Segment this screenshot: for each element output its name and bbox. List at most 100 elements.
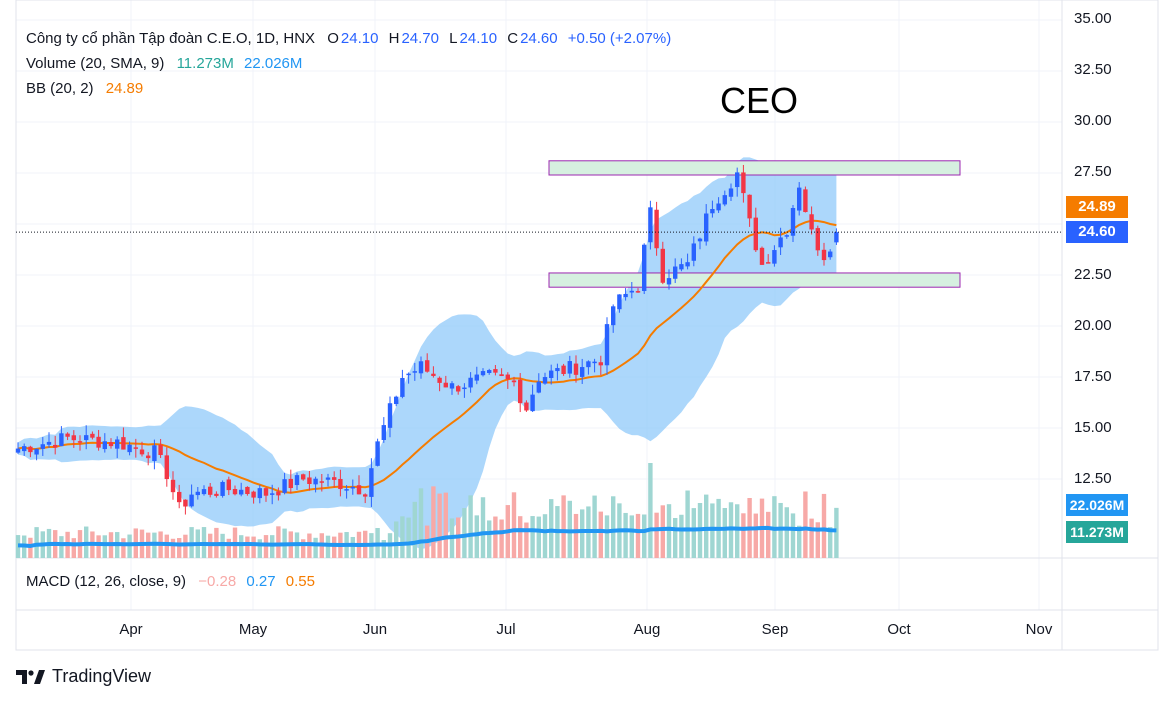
candle-body [735,172,740,188]
low-label: L [449,30,458,47]
candle-body [549,370,554,378]
volume-bar [642,514,647,558]
candle-body [592,361,597,364]
price-badge: 24.60 [1066,221,1128,243]
candle-body [127,444,132,453]
candle-body [443,382,448,388]
candle-body [356,485,362,495]
candle-body [115,439,120,449]
volume-bar [524,522,529,558]
candle-body [648,207,653,243]
candle-body [344,489,349,491]
candle-body [177,491,182,503]
candle-body [65,433,70,437]
candle-body [325,477,331,480]
volume-bar [276,526,281,558]
volume-bar [704,494,709,558]
volume-bar [604,515,610,558]
high-value: 24.70 [401,30,439,47]
candle-body [536,381,541,393]
candle-body [728,188,734,197]
candle-body [480,371,486,376]
candle-body [121,437,126,450]
candle-body [220,481,225,496]
candle-body [710,209,715,214]
candle-body [815,228,820,251]
candle-body [294,475,300,486]
tradingview-logo[interactable]: TradingView [16,666,151,687]
candle-body [679,264,684,270]
candle-body [28,446,33,453]
candle-body [474,374,479,381]
volume-bar [394,521,399,558]
candle-body [425,360,430,372]
candle-body [747,194,752,219]
candle-body [673,266,678,279]
volume-bar [654,512,659,558]
volume-bar [400,516,405,558]
candle-body [338,478,343,490]
candle-body [685,262,690,267]
candle-body [629,290,634,293]
macd-value: 0.27 [246,573,276,590]
volume-bar [784,507,789,558]
candle-body [611,306,616,326]
candle-body [524,402,529,411]
candle-body [375,441,380,466]
volume-bar [592,495,597,558]
candle-body [183,499,188,507]
candle-body [201,489,207,495]
candle-body [245,486,250,495]
y-tick-30: 30.00 [1074,112,1112,129]
candle-body [102,441,107,450]
candle-body [437,377,442,383]
volume-bar [468,495,473,558]
candle-body [394,396,399,405]
candle-body [778,237,783,248]
high-label: H [388,30,400,47]
volume-bar [480,497,486,558]
candle-body [499,374,504,377]
volume-bar [679,514,684,558]
y-tick-22-5: 22.50 [1074,266,1112,283]
candle-body [307,477,312,484]
candle-body [555,368,560,372]
candle-body [598,362,603,366]
candle-body [834,232,839,243]
bollinger-band-fill [18,157,837,550]
volume-bar [301,539,306,558]
candle-body [208,486,213,495]
candle-body [741,172,746,194]
candle-body [301,474,306,480]
x-tick-may: May [238,621,268,638]
candle-body [53,444,58,448]
volume-bar [722,508,727,558]
volume-value: 11.273M [176,55,234,72]
volume-bar [170,538,176,558]
candle-body [90,433,95,438]
volume-bar [797,525,802,558]
x-tick-nov: Nov [1025,621,1053,638]
candle-body [580,367,585,377]
volume-bar [325,535,331,558]
volume-bar [573,513,579,558]
candle-body [604,324,610,366]
candle-body [418,361,424,374]
macd-signal-value: 0.55 [285,573,315,590]
candle-body [617,294,622,310]
volume-bar [766,511,771,558]
open-value: 24.10 [340,30,379,47]
candle-body [542,377,548,384]
candle-body [232,488,238,495]
candle-body [766,262,771,264]
open-label: O [327,30,339,47]
volume-bar [474,515,479,558]
candle-body [722,195,727,205]
candle-body [170,479,176,493]
volume-bar [790,513,796,558]
chart-title: CEO [720,80,799,121]
x-tick-jul: Jul [496,621,516,638]
macd-label: MACD (12, 26, close, 9) [26,573,187,590]
candle-body [263,488,269,496]
